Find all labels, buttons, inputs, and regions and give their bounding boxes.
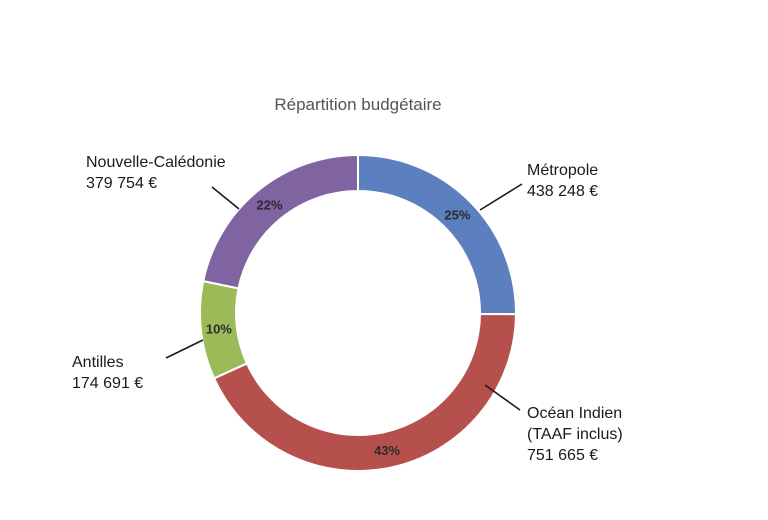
category-name-antilles: Antilles [72, 354, 124, 371]
leader-line-antilles [165, 339, 204, 359]
category-label-nouvelle-caledonie: Nouvelle-Calédonie 379 754 € [86, 154, 226, 192]
category-label-ocean-indien: Océan Indien (TAAF inclus) 751 665 € [527, 405, 623, 464]
leader-line-metropole [479, 183, 523, 211]
category-value-nouvelle-caledonie: 379 754 € [86, 175, 157, 192]
slice-ocean-indien [212, 312, 518, 472]
leader-line-nouvelle-caledonie [211, 186, 240, 210]
labels-layer: Métropole 438 248 € Océan Indien (TAAF incl… [72, 154, 623, 464]
percent-label-ocean-indien: 43% [374, 443, 400, 458]
slices-layer: 25% 43% 10% 22% [199, 153, 518, 472]
category-label-antilles: Antilles 174 691 € [72, 354, 143, 392]
category-value-antilles: 174 691 € [72, 375, 143, 392]
chart-title: Répartition budgétaire [274, 95, 441, 114]
category-name-ocean-indien: Océan Indien [527, 405, 622, 422]
category-value-ocean-indien: 751 665 € [527, 447, 598, 464]
category-label-metropole: Métropole 438 248 € [527, 162, 598, 200]
leader-line-ocean-indien [484, 384, 521, 411]
category-name-metropole: Métropole [527, 162, 598, 179]
percent-label-nouvelle-caledonie: 22% [257, 197, 283, 212]
percent-label-antilles: 10% [206, 322, 232, 337]
category-name-nouvelle-caledonie: Nouvelle-Calédonie [86, 154, 226, 171]
percent-label-metropole: 25% [444, 207, 470, 222]
category-value-metropole: 438 248 € [527, 183, 598, 200]
category-name-ocean-indien: (TAAF inclus) [527, 426, 623, 443]
slice-nouvelle-caledonie [202, 153, 359, 290]
slice-metropole [357, 153, 517, 316]
